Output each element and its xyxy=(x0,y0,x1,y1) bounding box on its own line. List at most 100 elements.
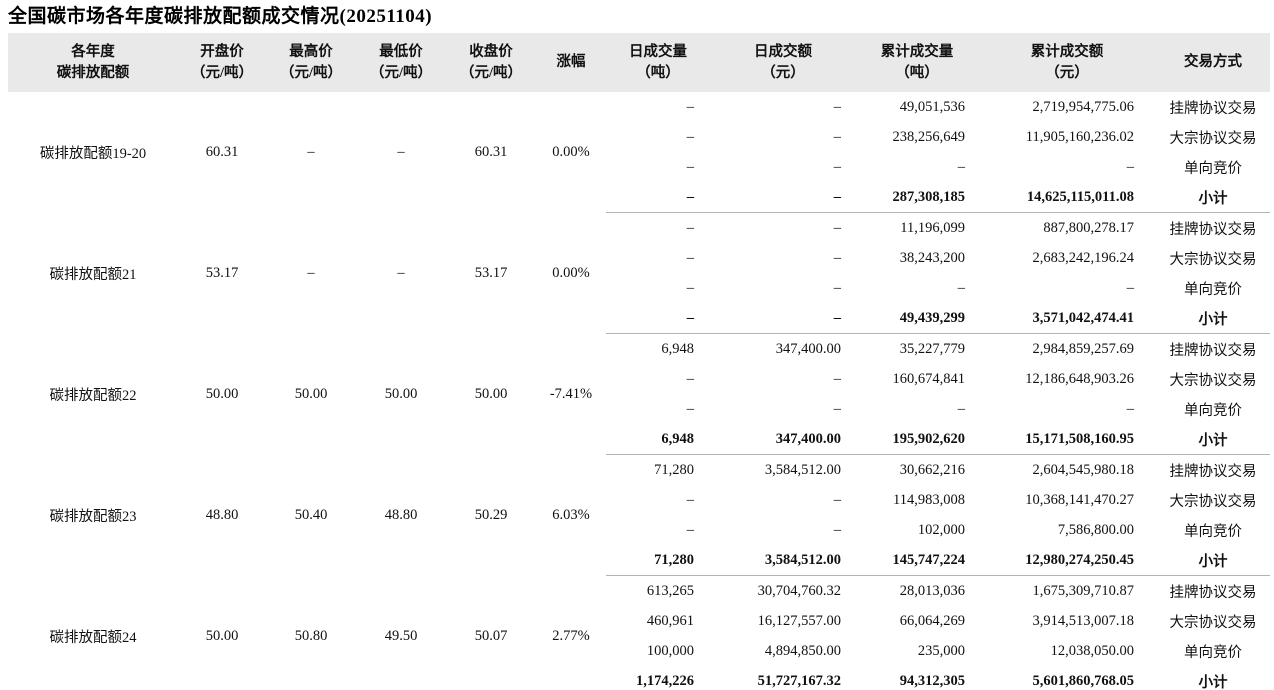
column-header-high-price: 最高价 （元/吨） xyxy=(266,33,356,92)
cell-cum-amount: 12,980,274,250.45 xyxy=(978,545,1156,576)
table-header-row: 各年度 碳排放配额 开盘价 （元/吨） 最高价 （元/吨） 最低价 （元/吨） 收盘价 （元/吨）… xyxy=(8,33,1270,92)
cell-daily-volume: – xyxy=(606,303,710,334)
cell-cum-amount: 887,800,278.17 xyxy=(1043,219,1134,236)
table-row: – – 160,674,841 12,186,648,903.26 大宗协议交易 xyxy=(8,364,1270,394)
cell-daily-amount: – xyxy=(833,279,841,296)
column-header-cum-amount: 累计成交额 （元） xyxy=(978,33,1156,92)
cell-cum-volume: 195,902,620 xyxy=(856,424,978,455)
cell-daily-amount: 347,400.00 xyxy=(775,340,841,357)
cell-cum-amount: 14,625,115,011.08 xyxy=(978,182,1156,213)
cell-daily-volume: – xyxy=(686,370,694,387)
column-header-daily-volume: 日成交量 （吨） xyxy=(606,33,710,92)
table-row: – – – – 单向竞价 xyxy=(8,394,1270,424)
cell-trade-method: 大宗协议交易 xyxy=(1169,493,1257,510)
cell-low-price: 50.00 xyxy=(384,385,418,402)
cell-daily-volume: – xyxy=(606,182,710,213)
page-title: 全国碳市场各年度碳排放配额成交情况(20251104) xyxy=(8,6,433,27)
cell-daily-volume: 1,174,226 xyxy=(606,666,710,690)
cell-high-price: 50.80 xyxy=(294,627,328,644)
cell-close-price: 50.00 xyxy=(474,385,508,402)
table-body: 碳排放配额19-20 60.31– –60.31 0.00% – –49,051,536 2… xyxy=(8,92,1270,690)
cell-daily-volume: – xyxy=(686,98,694,115)
cell-open-price: 50.00 xyxy=(205,627,239,644)
cell-trade-method: 大宗协议交易 xyxy=(1169,372,1257,389)
cell-change: -7.41% xyxy=(549,385,593,402)
cell-trade-method: 单向竞价 xyxy=(1184,402,1242,419)
cell-trade-method: 单向竞价 xyxy=(1184,281,1242,298)
cell-trade-method: 挂牌协议交易 xyxy=(1169,342,1257,359)
cell-cum-amount: 1,675,309,710.87 xyxy=(1032,582,1135,599)
subtotal-row: – –49,439,299 3,571,042,474.41 小计 xyxy=(8,303,1270,334)
cell-cum-amount: 7,586,800.00 xyxy=(1057,521,1134,538)
cell-trade-method: 挂牌协议交易 xyxy=(1169,100,1257,117)
cell-daily-amount: – xyxy=(833,491,841,508)
cell-open-price: 60.31 xyxy=(205,143,239,160)
cell-low-price: 49.50 xyxy=(384,627,418,644)
cell-cum-volume: 102,000 xyxy=(917,521,965,538)
cell-cum-volume: 66,064,269 xyxy=(899,612,965,629)
cell-daily-volume: – xyxy=(686,491,694,508)
cell-cum-volume: 11,196,099 xyxy=(900,219,965,236)
cell-trade-method: 大宗协议交易 xyxy=(1169,130,1257,147)
cell-daily-volume: 613,265 xyxy=(646,582,694,599)
cell-high-price: – xyxy=(307,264,315,281)
cell-open-price: 50.00 xyxy=(205,385,239,402)
cell-daily-volume: – xyxy=(686,158,694,175)
cell-daily-volume: – xyxy=(686,279,694,296)
cell-quota-name: 碳排放配额23 xyxy=(49,508,137,525)
cell-daily-amount: – xyxy=(833,249,841,266)
cell-close-price: 60.31 xyxy=(474,143,508,160)
cell-cum-amount: – xyxy=(1126,158,1134,175)
cell-trade-method: 挂牌协议交易 xyxy=(1169,221,1257,238)
table-row: 碳排放配额24 50.00 50.80 49.50 50.07 2.77% 613,265 3… xyxy=(8,576,1270,646)
cell-cum-amount: 2,719,954,775.06 xyxy=(1032,98,1135,115)
cell-close-price: 50.07 xyxy=(474,627,508,644)
cell-trade-method: 小计 xyxy=(1156,424,1270,455)
cell-cum-volume: 38,243,200 xyxy=(899,249,965,266)
table-row: 碳排放配额23 48.80 50.40 48.80 50.29 6.03% 71,280 3,… xyxy=(8,455,1270,525)
subtotal-row: 71,280 3,584,512.00 145,747,224 12,980,274,… xyxy=(8,545,1270,576)
cell-daily-amount: 51,727,167.32 xyxy=(710,666,856,690)
cell-cum-amount: 11,905,160,236.02 xyxy=(1025,128,1134,145)
table-row: – – 38,243,200 2,683,242,196.24 大宗协议交易 xyxy=(8,243,1270,273)
cell-low-price: – xyxy=(397,143,405,160)
cell-cum-volume: 114,983,008 xyxy=(893,491,965,508)
cell-cum-amount: 15,171,508,160.95 xyxy=(978,424,1156,455)
cell-daily-amount: 4,894,850.00 xyxy=(764,642,841,659)
column-header-close-price: 收盘价 （元/吨） xyxy=(446,33,536,92)
cell-cum-volume: – xyxy=(957,158,965,175)
cell-daily-amount: – xyxy=(833,521,841,538)
column-header-quota-name: 各年度 碳排放配额 xyxy=(8,33,178,92)
cell-cum-amount: 10,368,141,470.27 xyxy=(1025,491,1134,508)
cell-quota-name: 碳排放配额22 xyxy=(49,387,137,404)
carbon-quota-trading-table: 各年度 碳排放配额 开盘价 （元/吨） 最高价 （元/吨） 最低价 （元/吨） 收盘价 （元/吨）… xyxy=(8,33,1270,690)
cell-daily-amount: – xyxy=(833,370,841,387)
table-row: – – 102,000 7,586,800.00 单向竞价 xyxy=(8,515,1270,545)
cell-change: 2.77% xyxy=(552,627,590,644)
cell-daily-amount: 16,127,557.00 xyxy=(757,612,841,629)
cell-cum-amount: 3,914,513,007.18 xyxy=(1032,612,1135,629)
cell-cum-amount: 3,571,042,474.41 xyxy=(978,303,1156,334)
cell-cum-volume: 30,662,216 xyxy=(899,461,965,478)
cell-close-price: 50.29 xyxy=(474,506,508,523)
cell-change: 0.00% xyxy=(552,264,590,281)
table-row: 100,000 4,894,850.00 235,000 12,038,050.00 单… xyxy=(8,636,1270,666)
cell-trade-method: 挂牌协议交易 xyxy=(1169,584,1257,601)
cell-daily-amount: – xyxy=(710,303,856,334)
cell-daily-amount: 30,704,760.32 xyxy=(757,582,841,599)
cell-daily-amount: – xyxy=(833,158,841,175)
column-header-change: 涨幅 xyxy=(536,33,606,92)
cell-cum-amount: – xyxy=(1126,400,1134,417)
cell-daily-amount: – xyxy=(833,128,841,145)
table-row: 碳排放配额19-20 60.31 – – 60.31 0.00% – – 49,051,536 2… xyxy=(8,92,1270,162)
subtotal-row: – –287,308,185 14,625,115,011.08 小计 xyxy=(8,182,1270,213)
table-row: – – 114,983,008 10,368,141,470.27 大宗协议交易 xyxy=(8,485,1270,515)
cell-daily-amount: – xyxy=(710,182,856,213)
table-header: 各年度 碳排放配额 开盘价 （元/吨） 最高价 （元/吨） 最低价 （元/吨） 收盘价 （元/吨）… xyxy=(8,33,1270,92)
cell-daily-volume: 100,000 xyxy=(646,642,694,659)
table-row: – – – – 单向竞价 xyxy=(8,273,1270,303)
cell-trade-method: 单向竞价 xyxy=(1184,160,1242,177)
cell-trade-method: 小计 xyxy=(1156,182,1270,213)
cell-cum-volume: 287,308,185 xyxy=(856,182,978,213)
